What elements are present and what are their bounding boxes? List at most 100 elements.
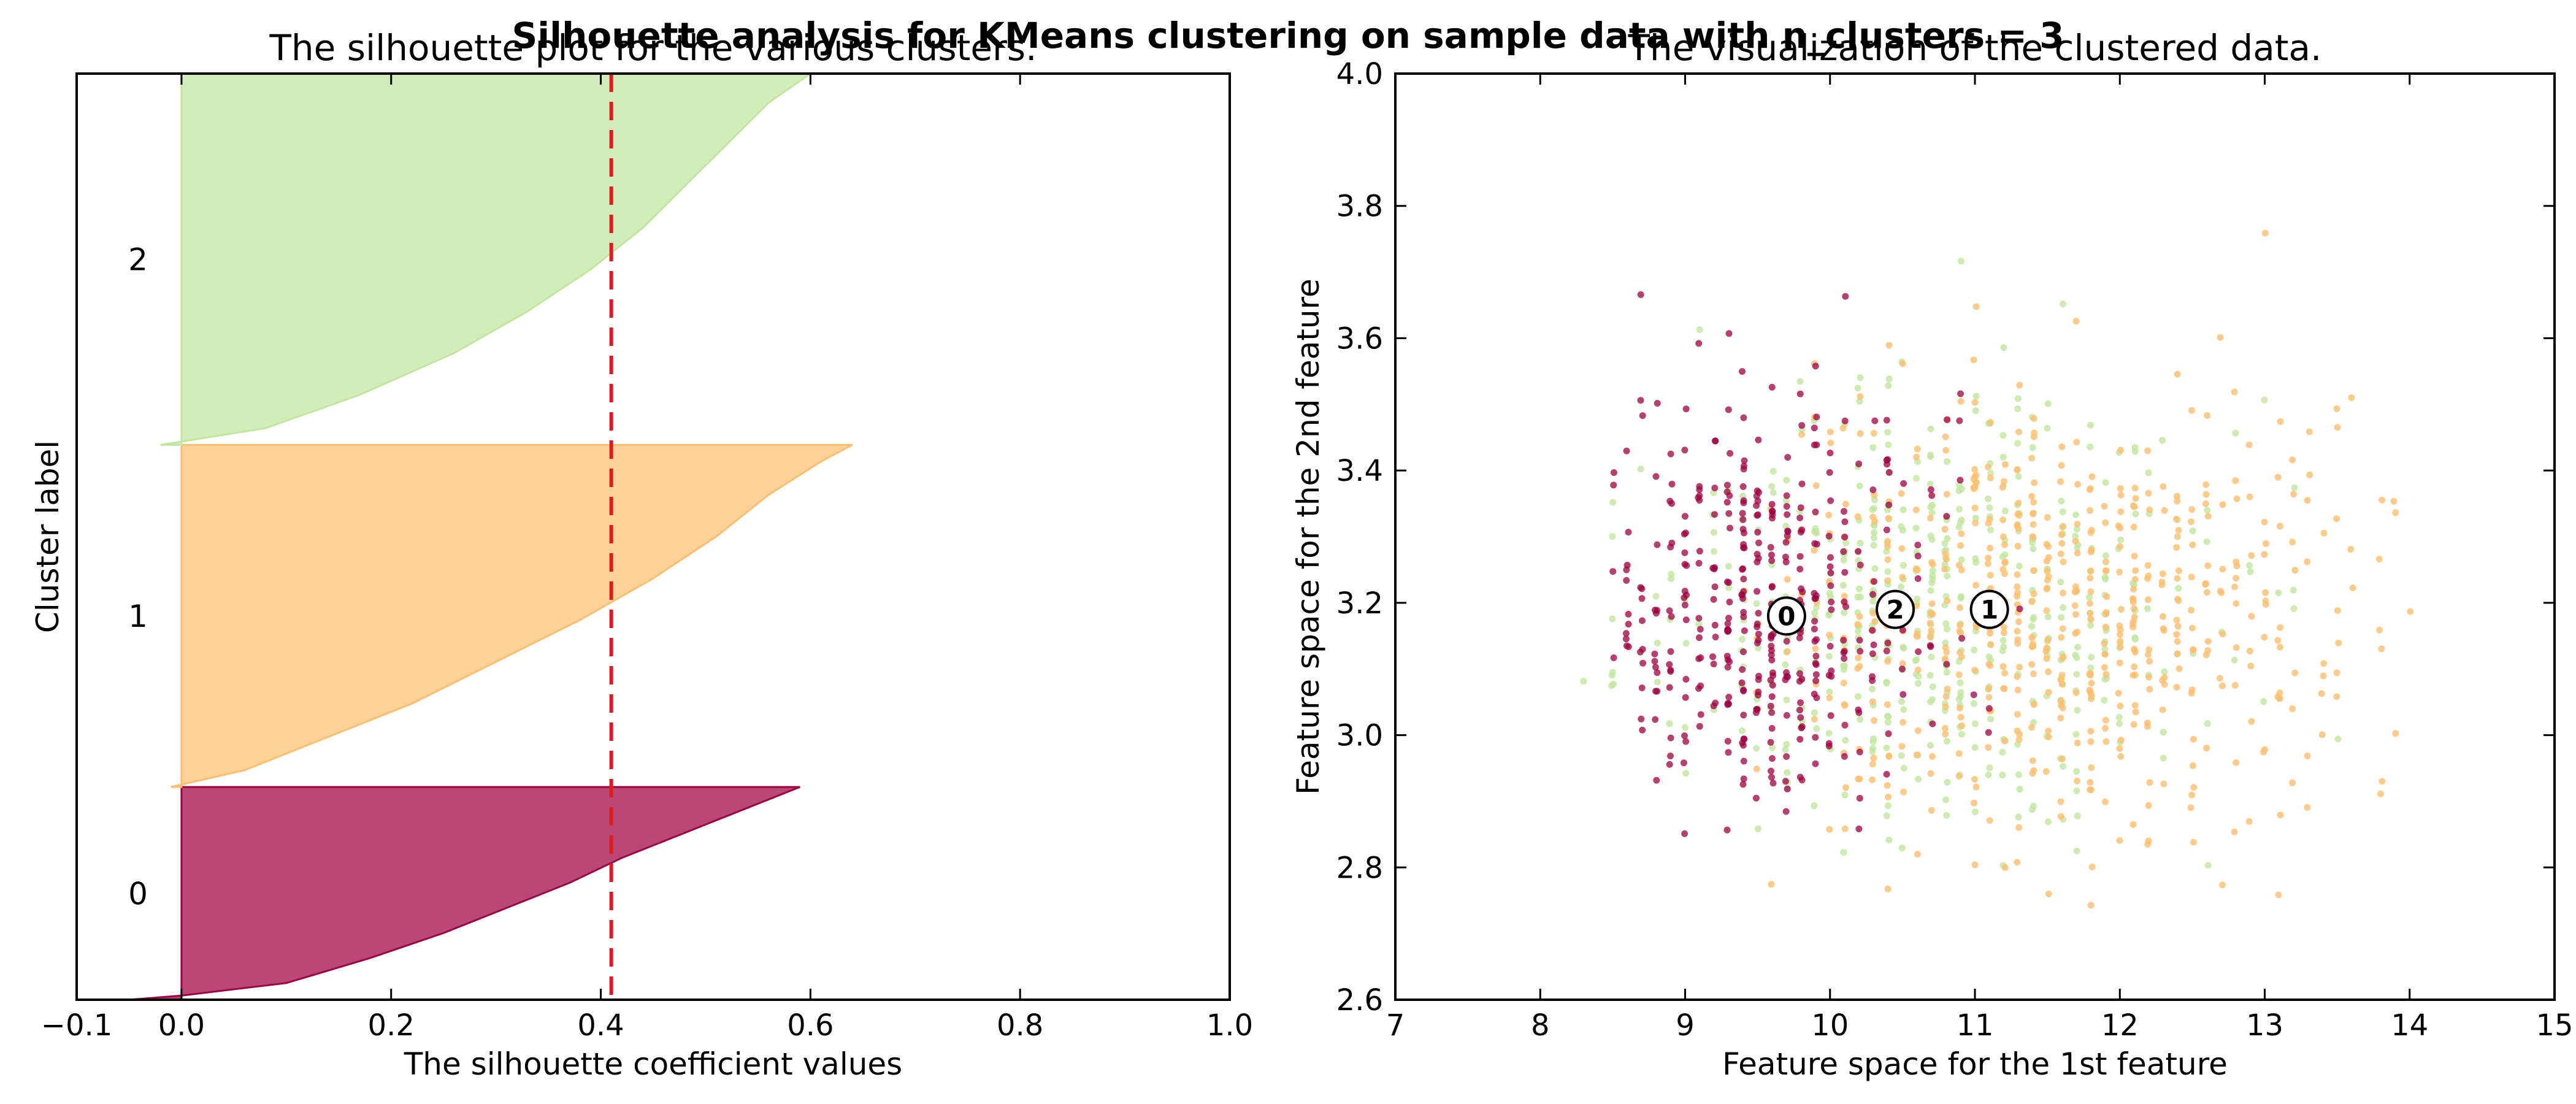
scatter-point-cluster-1 — [2277, 624, 2283, 631]
scatter-point-cluster-0 — [1653, 776, 1660, 784]
scatter-point-cluster-2 — [1985, 653, 1993, 661]
scatter-point-cluster-2 — [1900, 706, 1907, 713]
scatter-point-cluster-1 — [2131, 576, 2139, 583]
scatter-point-cluster-1 — [2058, 462, 2065, 469]
scatter-point-cluster-1 — [1958, 722, 1966, 729]
scatter-point-cluster-1 — [2088, 680, 2095, 687]
scatter-point-cluster-1 — [2175, 567, 2182, 575]
scatter-point-cluster-1 — [2057, 550, 2064, 558]
scatter-point-cluster-1 — [2087, 588, 2095, 596]
scatter-point-cluster-0 — [1796, 514, 1804, 521]
scatter-point-cluster-2 — [1928, 653, 1935, 661]
scatter-point-cluster-1 — [2117, 631, 2124, 638]
scatter-point-cluster-2 — [1841, 609, 1848, 616]
scatter-point-cluster-1 — [2014, 640, 2022, 647]
scatter-point-cluster-1 — [1985, 685, 1993, 692]
scatter-point-cluster-1 — [2073, 439, 2080, 446]
scatter-point-cluster-0 — [1812, 508, 1819, 516]
scatter-point-cluster-0 — [1796, 553, 1804, 560]
scatter-point-cluster-0 — [1869, 677, 1876, 684]
scatter-point-cluster-1 — [2246, 493, 2253, 500]
scatter-point-cluster-1 — [2028, 598, 2036, 605]
scatter-point-cluster-0 — [1740, 775, 1747, 783]
scatter-y-tick-label: 3.2 — [1336, 586, 1383, 621]
scatter-point-cluster-2 — [2001, 551, 2009, 558]
scatter-point-cluster-0 — [1682, 694, 1689, 701]
scatter-point-cluster-0 — [1754, 529, 1761, 536]
scatter-point-cluster-0 — [1740, 688, 1747, 695]
scatter-point-cluster-1 — [2016, 664, 2023, 671]
scatter-point-cluster-1 — [1942, 693, 1950, 700]
scatter-point-cluster-0 — [1827, 712, 1834, 719]
scatter-point-cluster-1 — [2277, 418, 2284, 425]
scatter-point-cluster-1 — [2146, 657, 2153, 665]
scatter-point-cluster-1 — [1944, 597, 1951, 605]
scatter-point-cluster-0 — [1827, 554, 1834, 561]
scatter-point-cluster-1 — [1826, 826, 1833, 833]
scatter-point-cluster-1 — [2101, 798, 2109, 805]
scatter-point-cluster-1 — [2087, 485, 2094, 493]
scatter-point-cluster-2 — [1753, 600, 1760, 607]
scatter-point-cluster-2 — [2232, 429, 2239, 437]
scatter-point-cluster-0 — [1767, 702, 1774, 710]
scatter-point-cluster-1 — [1957, 621, 1964, 629]
scatter-point-cluster-0 — [1740, 414, 1747, 421]
scatter-point-cluster-1 — [2101, 725, 2109, 732]
scatter-point-cluster-1 — [2015, 512, 2023, 519]
scatter-point-cluster-0 — [1768, 500, 1776, 508]
scatter-point-cluster-0 — [1796, 707, 1803, 714]
scatter-point-cluster-1 — [2072, 611, 2079, 618]
scatter-point-cluster-2 — [1971, 720, 1979, 727]
scatter-point-cluster-0 — [1768, 773, 1775, 781]
scatter-point-cluster-1 — [2161, 674, 2168, 681]
scatter-point-cluster-1 — [1999, 533, 2007, 540]
scatter-point-cluster-2 — [1857, 374, 1864, 381]
scatter-point-cluster-0 — [1680, 759, 1687, 767]
figure-suptitle: Silhouette analysis for KMeans clusterin… — [512, 15, 2064, 56]
scatter-point-cluster-0 — [1668, 500, 1675, 507]
scatter-point-cluster-2 — [1796, 378, 1804, 385]
scatter-point-cluster-2 — [1972, 515, 1979, 522]
scatter-point-cluster-1 — [2202, 500, 2209, 507]
scatter-point-cluster-1 — [1884, 556, 1892, 563]
scatter-point-cluster-2 — [2074, 812, 2081, 819]
scatter-point-cluster-2 — [2087, 421, 2094, 429]
scatter-point-cluster-1 — [2349, 585, 2356, 591]
scatter-point-cluster-1 — [2016, 731, 2023, 738]
scatter-point-cluster-1 — [1957, 713, 1965, 721]
scatter-point-cluster-2 — [1609, 533, 1616, 540]
scatter-point-cluster-2 — [1782, 497, 1790, 504]
scatter-point-cluster-2 — [1857, 540, 1864, 547]
scatter-point-cluster-0 — [1711, 485, 1719, 492]
scatter-point-cluster-2 — [1898, 752, 1905, 759]
scatter-point-cluster-1 — [1885, 753, 1893, 760]
scatter-point-cluster-1 — [1884, 577, 1892, 585]
scatter-point-cluster-0 — [1799, 588, 1806, 596]
scatter-point-cluster-0 — [1841, 508, 1847, 515]
scatter-point-cluster-2 — [2000, 643, 2007, 651]
scatter-point-cluster-0 — [1769, 669, 1776, 677]
scatter-point-cluster-1 — [2248, 552, 2255, 559]
scatter-point-cluster-0 — [1929, 720, 1936, 727]
scatter-x-tick-label: 12 — [2101, 1008, 2139, 1043]
scatter-point-cluster-2 — [2290, 586, 2297, 594]
scatter-point-cluster-0 — [1738, 679, 1746, 686]
scatter-point-cluster-2 — [1929, 572, 1936, 580]
scatter-point-cluster-1 — [2117, 638, 2124, 645]
scatter-point-cluster-2 — [1957, 593, 1965, 600]
scatter-point-cluster-2 — [1871, 496, 1878, 504]
scatter-point-cluster-1 — [2060, 589, 2066, 597]
scatter-point-cluster-2 — [1840, 662, 1847, 670]
scatter-point-cluster-2 — [2102, 552, 2109, 559]
scatter-point-cluster-1 — [2174, 533, 2181, 540]
scatter-point-cluster-1 — [2377, 790, 2384, 797]
scatter-point-cluster-2 — [2057, 578, 2064, 586]
scatter-point-cluster-1 — [2101, 503, 2108, 510]
scatter-point-cluster-2 — [2204, 862, 2212, 869]
scatter-point-cluster-1 — [1856, 775, 1863, 783]
scatter-point-cluster-0 — [1768, 755, 1776, 762]
scatter-point-cluster-2 — [1900, 765, 1907, 772]
scatter-point-cluster-0 — [1784, 511, 1791, 518]
scatter-point-cluster-1 — [2045, 734, 2052, 741]
scatter-point-cluster-2 — [1842, 737, 1849, 744]
